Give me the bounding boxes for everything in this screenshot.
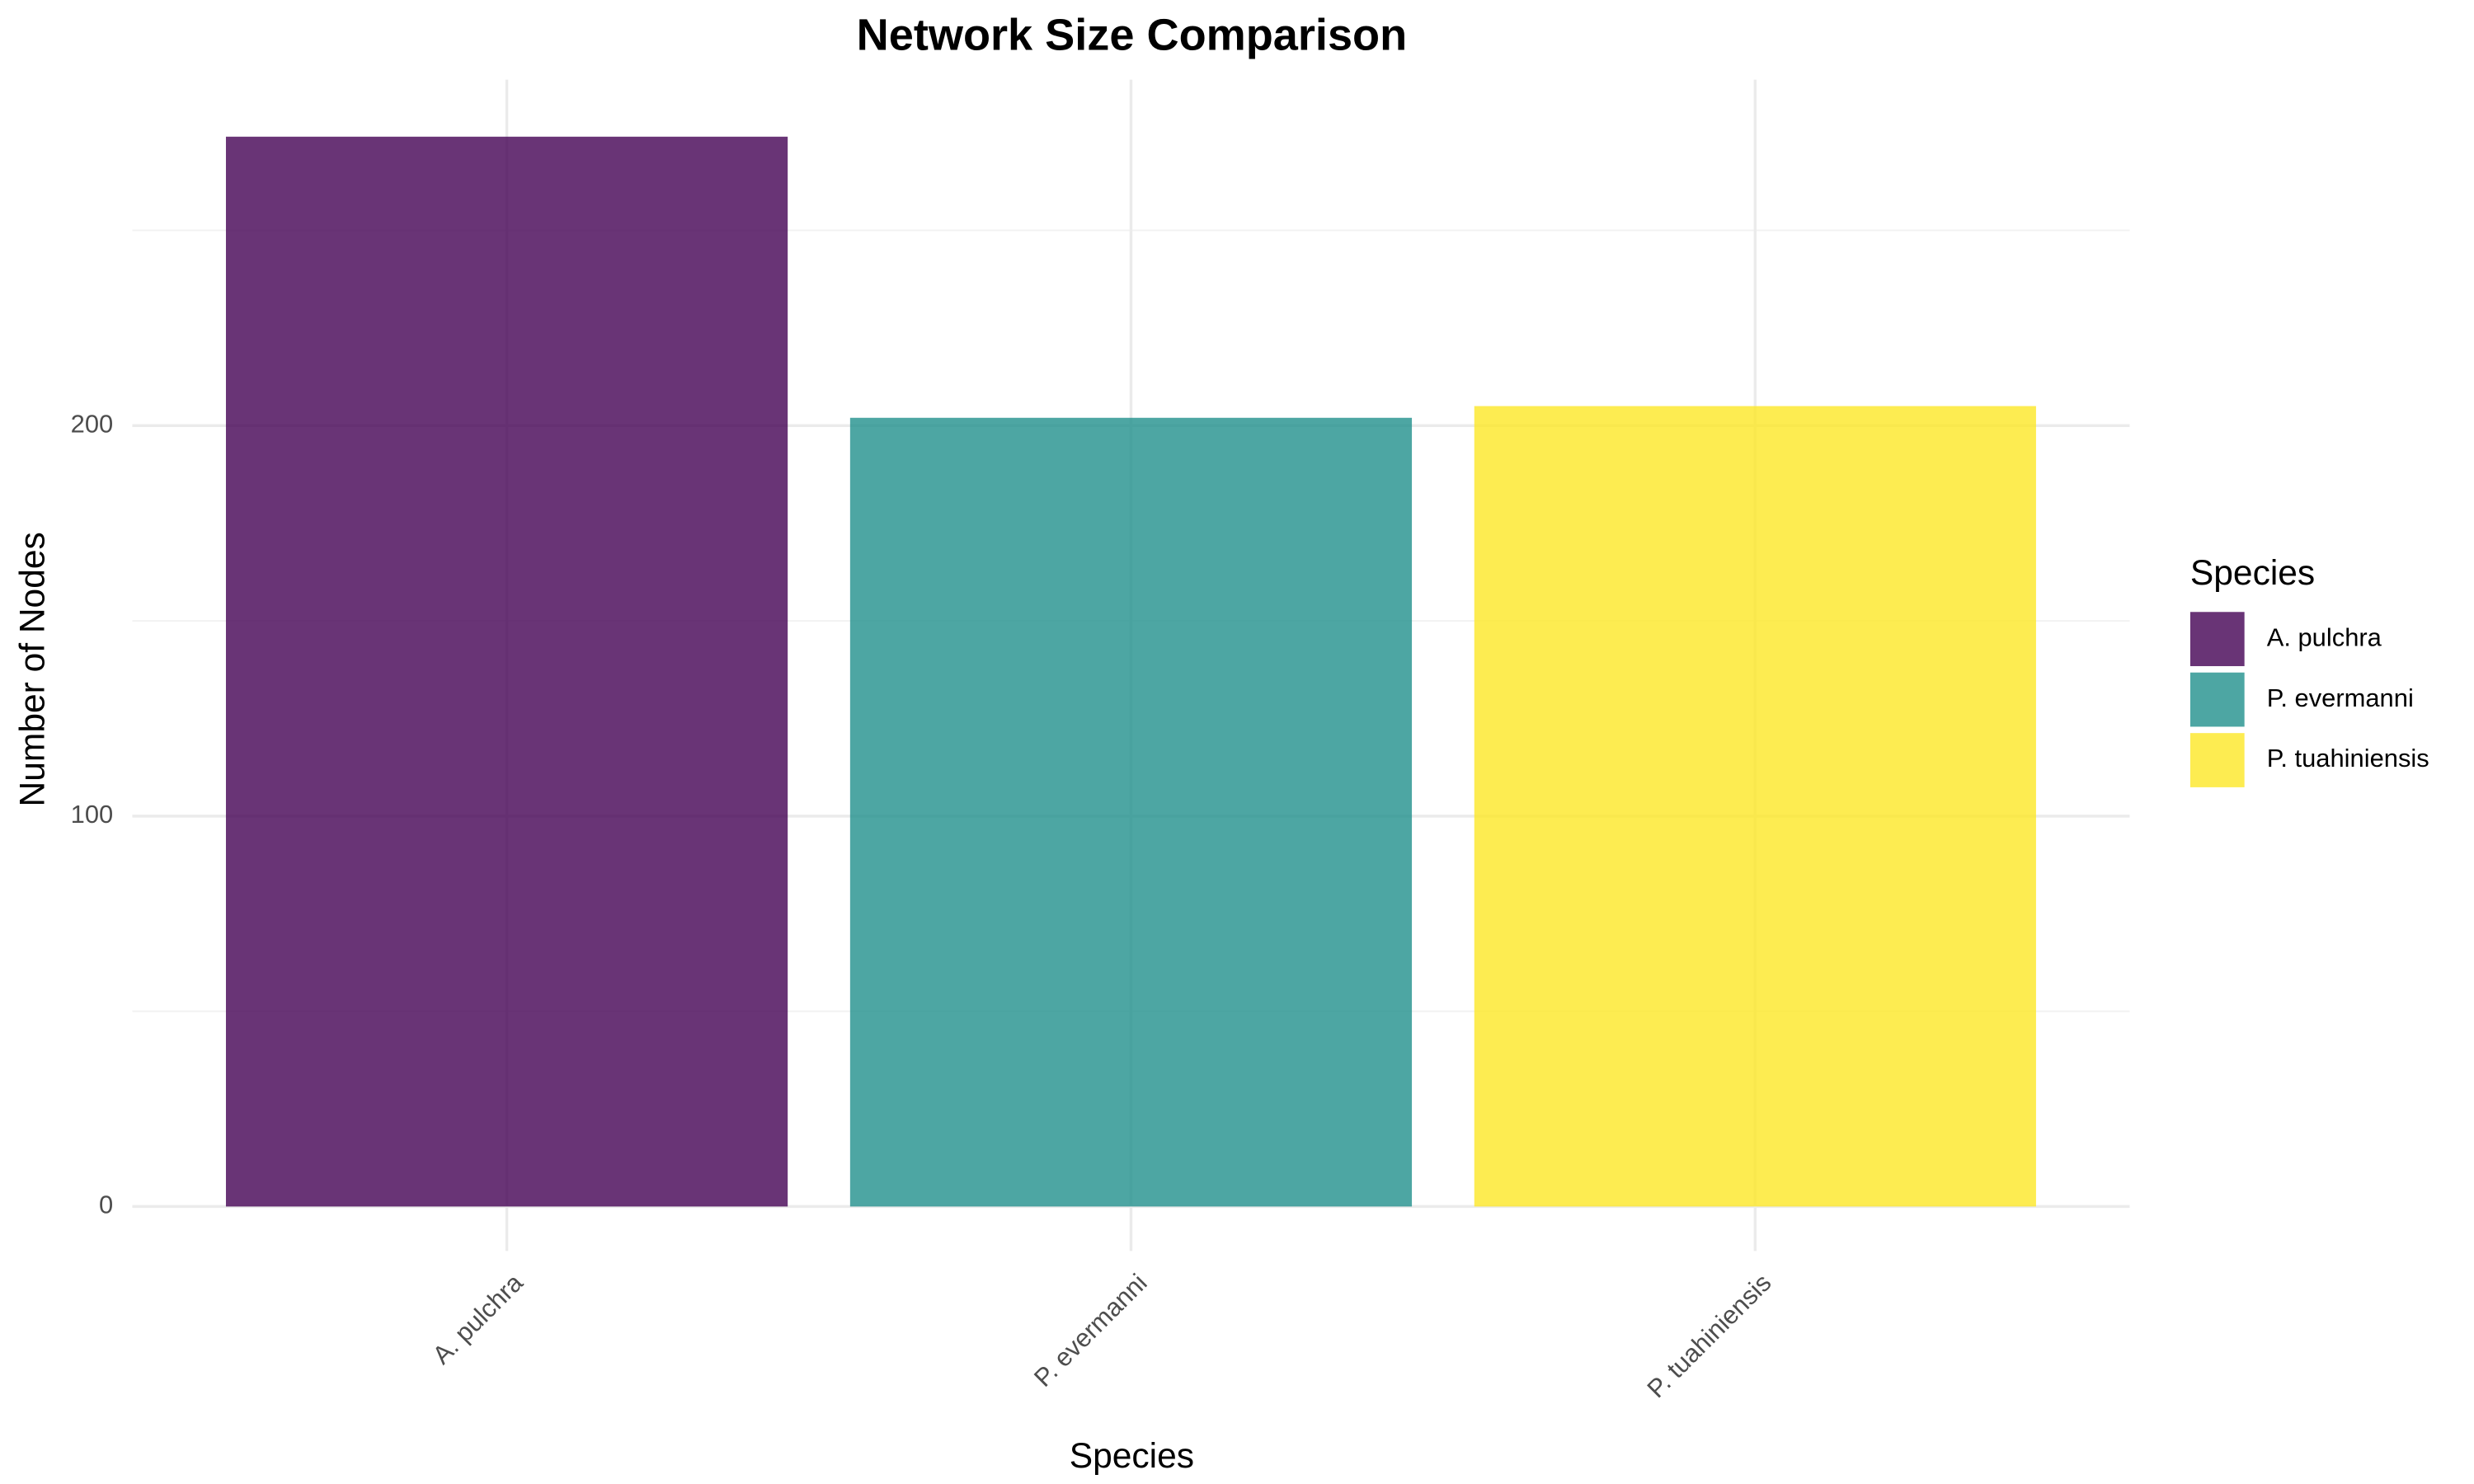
legend-swatch	[2189, 672, 2245, 727]
x-tick-label: A. pulchra	[427, 1268, 529, 1370]
x-tick-label: P. evermanni	[1028, 1268, 1153, 1392]
legend-label: P. tuahiniensis	[2267, 744, 2429, 773]
y-axis-title: Number of Nodes	[14, 532, 53, 806]
x-axis-title: Species	[1070, 1437, 1194, 1476]
legend-label: P. evermanni	[2267, 683, 2414, 712]
bar	[849, 417, 1413, 1207]
y-tick-label: 0	[99, 1190, 113, 1219]
legend-title: Species	[2190, 554, 2315, 593]
y-tick-label: 100	[71, 800, 114, 829]
bar	[225, 136, 788, 1207]
bar	[1474, 406, 2036, 1207]
legend-swatch	[2189, 733, 2245, 787]
legend-swatch	[2189, 612, 2245, 666]
x-tick-label: P. tuahiniensis	[1641, 1268, 1776, 1403]
y-tick-label: 200	[71, 409, 114, 438]
legend-label: A. pulchra	[2267, 622, 2382, 651]
chart-title: Network Size Comparison	[857, 11, 1408, 60]
